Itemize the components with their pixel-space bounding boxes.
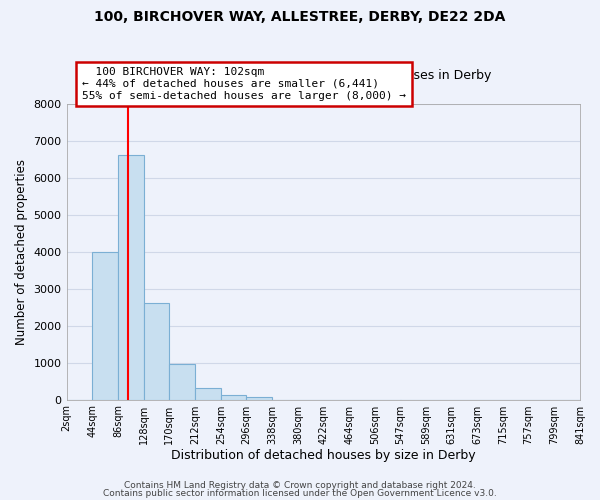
Text: Contains public sector information licensed under the Open Government Licence v3: Contains public sector information licen… bbox=[103, 488, 497, 498]
Bar bbox=[195, 388, 221, 400]
Bar bbox=[92, 252, 118, 400]
Text: 100, BIRCHOVER WAY, ALLESTREE, DERBY, DE22 2DA: 100, BIRCHOVER WAY, ALLESTREE, DERBY, DE… bbox=[94, 10, 506, 24]
Y-axis label: Number of detached properties: Number of detached properties bbox=[15, 158, 28, 344]
X-axis label: Distribution of detached houses by size in Derby: Distribution of detached houses by size … bbox=[171, 450, 476, 462]
Bar bbox=[247, 396, 272, 400]
Bar bbox=[169, 364, 195, 400]
Bar bbox=[143, 304, 169, 400]
Text: Contains HM Land Registry data © Crown copyright and database right 2024.: Contains HM Land Registry data © Crown c… bbox=[124, 481, 476, 490]
Text: 100 BIRCHOVER WAY: 102sqm
← 44% of detached houses are smaller (6,441)
55% of se: 100 BIRCHOVER WAY: 102sqm ← 44% of detac… bbox=[82, 68, 406, 100]
Bar bbox=[221, 395, 247, 400]
Title: Size of property relative to detached houses in Derby: Size of property relative to detached ho… bbox=[155, 68, 491, 82]
Bar bbox=[118, 156, 143, 400]
